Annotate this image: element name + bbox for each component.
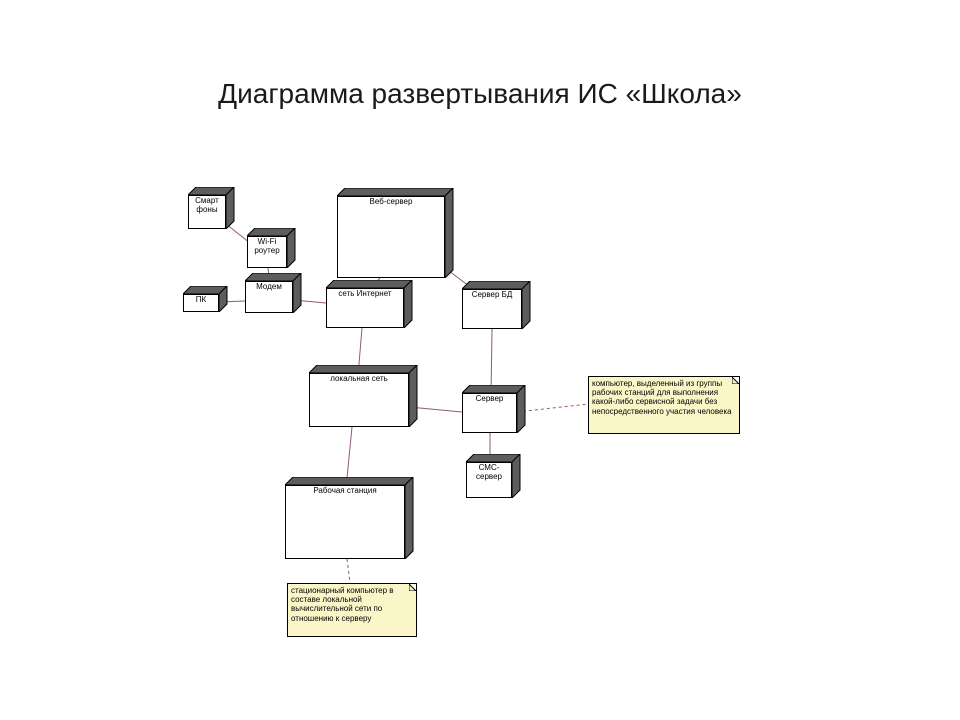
- note-ws_note: стационарный компьютер в составе локальн…: [287, 583, 417, 637]
- node-label-wifi: Wi-Fi роутер: [247, 238, 287, 256]
- node-modem: Модем: [245, 273, 301, 313]
- node-wifi: Wi-Fi роутер: [247, 228, 295, 268]
- node-label-web: Веб-сервер: [337, 198, 445, 207]
- node-label-sms: СМС- сервер: [466, 464, 512, 482]
- node-label-modem: Модем: [245, 283, 293, 292]
- node-label-internet: сеть Интернет: [326, 290, 404, 299]
- node-dbserver: Сервер БД: [462, 281, 530, 329]
- node-smartphones: Смарт фоны: [188, 187, 234, 229]
- node-label-dbserver: Сервер БД: [462, 291, 522, 300]
- node-server: Сервер: [462, 385, 525, 433]
- node-lan: локальная сеть: [309, 365, 417, 427]
- node-pc: ПК: [183, 286, 227, 312]
- node-workstation: Рабочая станция: [285, 477, 413, 559]
- node-internet: сеть Интернет: [326, 280, 412, 328]
- node-sms: СМС- сервер: [466, 454, 520, 498]
- node-label-server: Сервер: [462, 395, 517, 404]
- note-server_note: компьютер, выделенный из группы рабочих …: [588, 376, 740, 434]
- node-label-lan: локальная сеть: [309, 375, 409, 384]
- edges-layer: [0, 0, 960, 720]
- node-label-workstation: Рабочая станция: [285, 487, 405, 496]
- node-label-pc: ПК: [183, 296, 219, 305]
- node-web: Веб-сервер: [337, 188, 453, 278]
- node-label-smartphones: Смарт фоны: [188, 197, 226, 215]
- diagram-canvas: Смарт фоны Wi-Fi роутер ПК Модем Веб-сервер с…: [0, 0, 960, 720]
